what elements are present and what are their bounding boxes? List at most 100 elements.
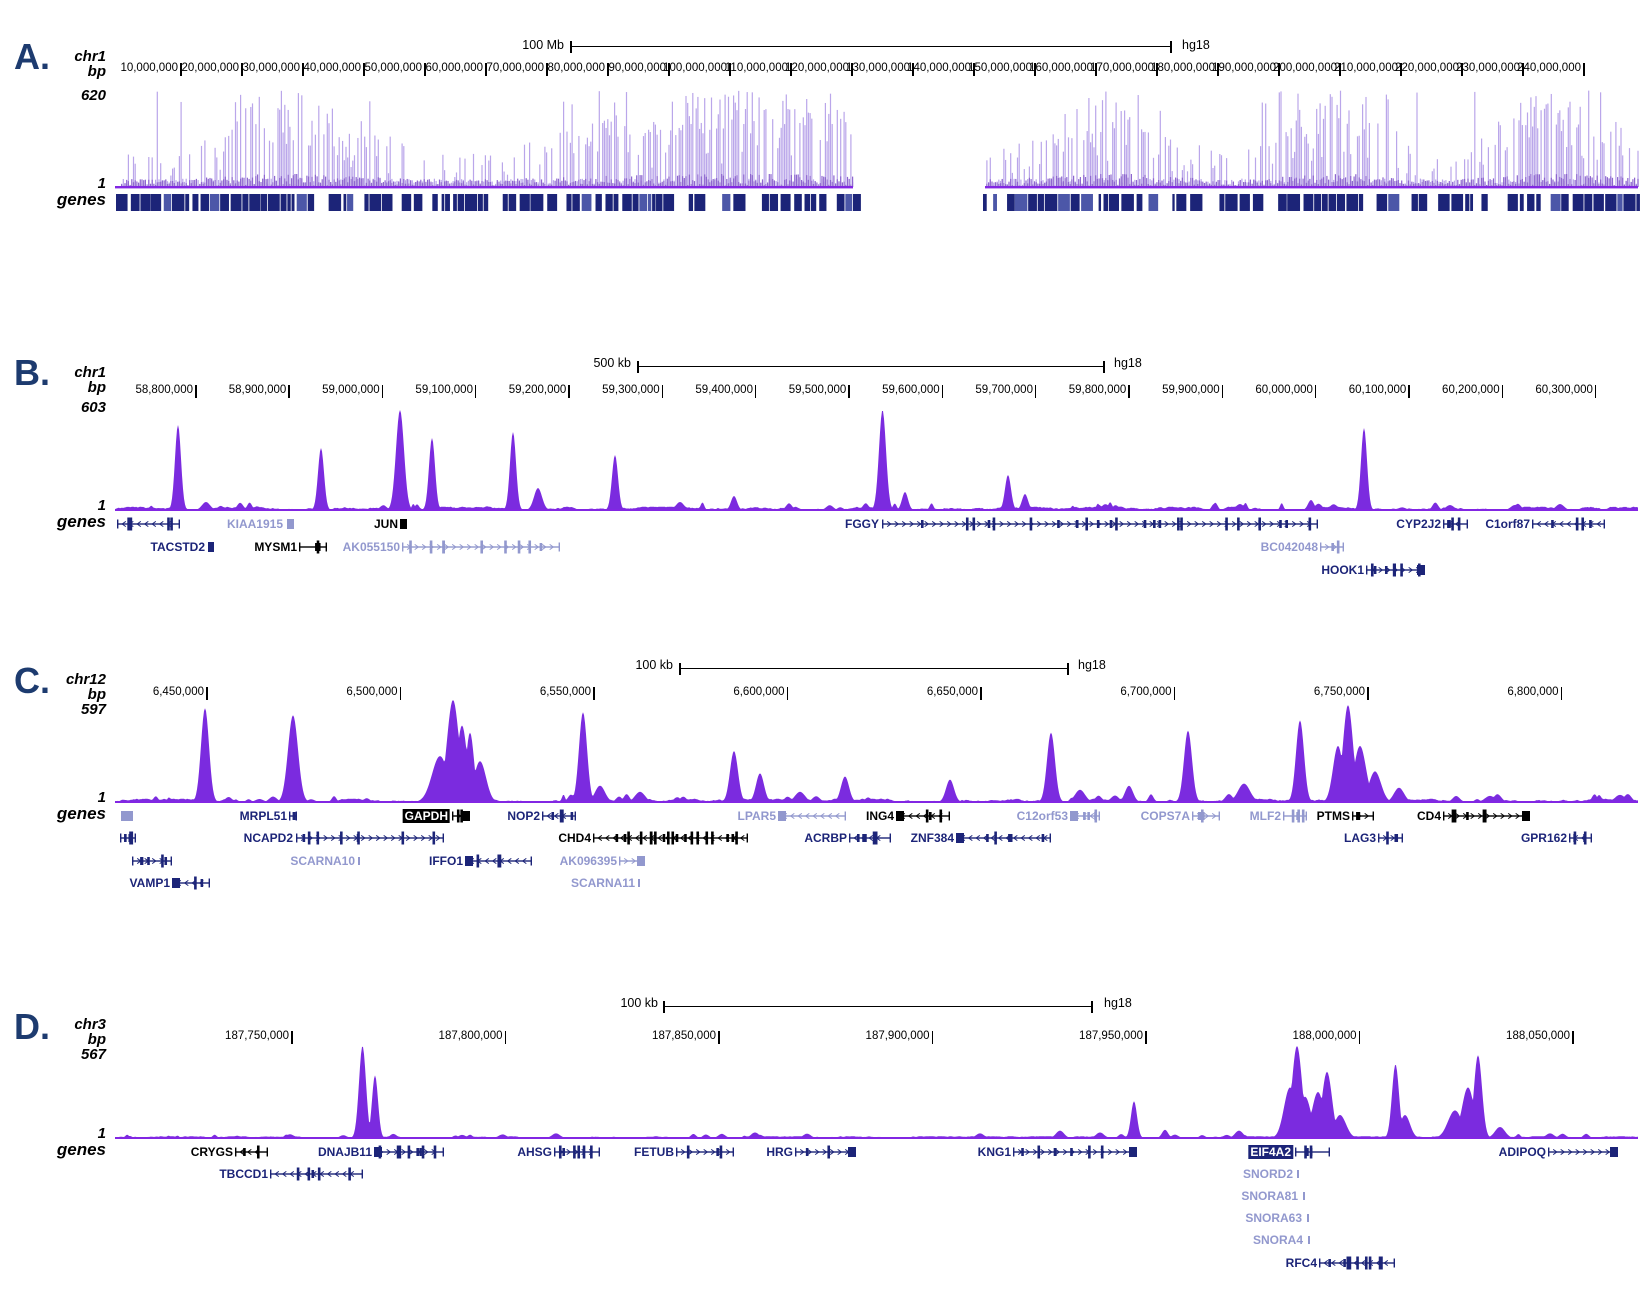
coordinate-tick-mark (1278, 63, 1280, 76)
coordinate-tick-label: 240,000,000 (1517, 62, 1581, 74)
panel-c-assembly-label: hg18 (1078, 658, 1106, 672)
coordinate-tick-mark (241, 63, 243, 76)
gene-label-ak096395: AK096395 (559, 854, 617, 868)
panel-b-scale-label: 500 kb (593, 356, 631, 370)
gene-label-tacstd2: TACSTD2 (150, 540, 205, 554)
coordinate-tick-mark (1583, 63, 1585, 76)
coordinate-tick-mark (1461, 63, 1463, 76)
coordinate-tick-mark (504, 1031, 506, 1044)
coordinate-tick-label: 230,000,000 (1456, 62, 1520, 74)
coordinate-tick-label: 59,100,000 (415, 384, 473, 396)
coordinate-tick-label: 70,000,000 (486, 62, 544, 74)
panel-c-bp-label: bp (87, 686, 106, 703)
coordinate-tick-label: 200,000,000 (1273, 62, 1337, 74)
gene-label-jun: JUN (373, 517, 398, 531)
coordinate-tick-mark (1156, 63, 1158, 76)
panel-c-chromosome-label: chr12 (65, 671, 106, 688)
coordinate-tick-label: 220,000,000 (1395, 62, 1459, 74)
coordinate-tick-mark (1572, 1031, 1574, 1044)
coordinate-tick-label: 6,600,000 (733, 686, 785, 698)
panel-d-signal-max: 567 (80, 1046, 106, 1063)
gene-label-bc042048: BC042048 (1260, 540, 1318, 554)
coordinate-tick-label: 140,000,000 (907, 62, 971, 74)
panel-a-assembly-label: hg18 (1182, 38, 1210, 52)
coordinate-tick-mark (1034, 385, 1037, 398)
coordinate-tick-label: 6,500,000 (346, 686, 398, 698)
gene-label-mlf2: MLF2 (1249, 809, 1281, 823)
coordinate-tick-label: 59,600,000 (882, 384, 940, 396)
coordinate-tick-mark (288, 385, 290, 398)
coordinate-tick-label: 59,200,000 (508, 384, 567, 396)
coordinate-tick-label: 59,800,000 (1068, 384, 1127, 396)
coordinate-tick-mark (1501, 385, 1504, 398)
gene-label-rfc4: RFC4 (1285, 1256, 1317, 1270)
gene-label-snora81: SNORA81 (1241, 1189, 1298, 1203)
panel-d-signal-min: 1 (97, 1125, 106, 1142)
gene-label-snord2: SNORD2 (1242, 1167, 1293, 1181)
gene-label-ncapd2: NCAPD2 (243, 831, 293, 845)
coordinate-tick-mark (941, 385, 944, 398)
panel-d-bp-label: bp (87, 1031, 106, 1048)
coordinate-tick-mark (851, 63, 853, 76)
panel-b-assembly-label: hg18 (1114, 356, 1142, 370)
coordinate-tick-mark (363, 63, 365, 76)
coordinate-tick-label: 187,950,000 (1079, 1030, 1143, 1042)
coordinate-tick-label: 59,700,000 (975, 384, 1033, 396)
panel-b-bp-label: bp (87, 379, 106, 396)
panel-a-signal-max: 620 (80, 87, 106, 104)
panel-d-assembly-label: hg18 (1104, 996, 1132, 1010)
coordinate-tick-label: 170,000,000 (1090, 62, 1154, 74)
coordinate-tick-mark (291, 1031, 293, 1044)
coordinate-tick-mark (1560, 687, 1562, 700)
coordinate-tick-mark (1358, 1031, 1360, 1044)
panel-a-scale-bar-line (570, 41, 1172, 53)
coordinate-tick-label: 80,000,000 (547, 62, 605, 74)
gene-label-gapdh: GAPDH (402, 809, 450, 823)
gene-label-ahsg: AHSG (517, 1145, 552, 1159)
coordinate-tick-mark (668, 63, 670, 76)
coordinate-tick-mark (1128, 385, 1130, 398)
coordinate-tick-label: 58,900,000 (228, 384, 287, 396)
coordinate-tick-mark (973, 63, 975, 76)
panel-a-letter: A. (14, 36, 50, 77)
coordinate-tick-mark (1367, 687, 1369, 700)
gene-label-ing4: ING4 (865, 809, 894, 823)
coordinate-tick-mark (1173, 687, 1175, 700)
panel-d-letter: D. (14, 1006, 50, 1047)
gene-label-lpar5: LPAR5 (737, 809, 776, 823)
gene-label-kiaa1915: KIAA1915 (226, 517, 283, 531)
coordinate-tick-label: 188,050,000 (1506, 1030, 1570, 1042)
gene-label-iffo1: IFFO1 (428, 854, 463, 868)
panel-d-chromosome-label: chr3 (74, 1016, 106, 1033)
gene-label-hrg: HRG (766, 1145, 793, 1159)
coordinate-tick-mark (399, 687, 401, 700)
coordinate-tick-label: 187,850,000 (652, 1030, 716, 1042)
gene-label-ptms: PTMS (1316, 809, 1350, 823)
panel-b-letter: B. (14, 352, 50, 393)
panel-b-genes-track-label: genes (56, 512, 106, 531)
panel-c-signal-min: 1 (97, 789, 106, 806)
coordinate-tick-label: 180,000,000 (1151, 62, 1215, 74)
gene-label-scarna11: SCARNA11 (570, 876, 635, 890)
coordinate-tick-label: 30,000,000 (242, 62, 300, 74)
gene-label-vamp1: VAMP1 (129, 876, 170, 890)
gene-label-kng1: KNG1 (977, 1145, 1011, 1159)
panel-d-scale-label: 100 kb (620, 996, 658, 1010)
coordinate-tick-mark (754, 385, 757, 398)
coordinate-tick-mark (1221, 385, 1224, 398)
coordinate-tick-mark (546, 63, 548, 76)
coordinate-tick-mark (568, 385, 570, 398)
coordinate-tick-mark (790, 63, 792, 76)
coordinate-tick-label: 60,100,000 (1348, 384, 1407, 396)
gene-label-fggy: FGGY (844, 517, 879, 531)
panel-a-scale-label: 100 Mb (522, 38, 564, 52)
coordinate-tick-label: 130,000,000 (846, 62, 910, 74)
coordinate-tick-label: 100,000,000 (663, 62, 727, 74)
coordinate-tick-label: 6,450,000 (152, 686, 204, 698)
gene-label-c12orf53: C12orf53 (1016, 809, 1068, 823)
gene-label-mysm1: MYSM1 (254, 540, 297, 554)
coordinate-tick-label: 40,000,000 (303, 62, 361, 74)
